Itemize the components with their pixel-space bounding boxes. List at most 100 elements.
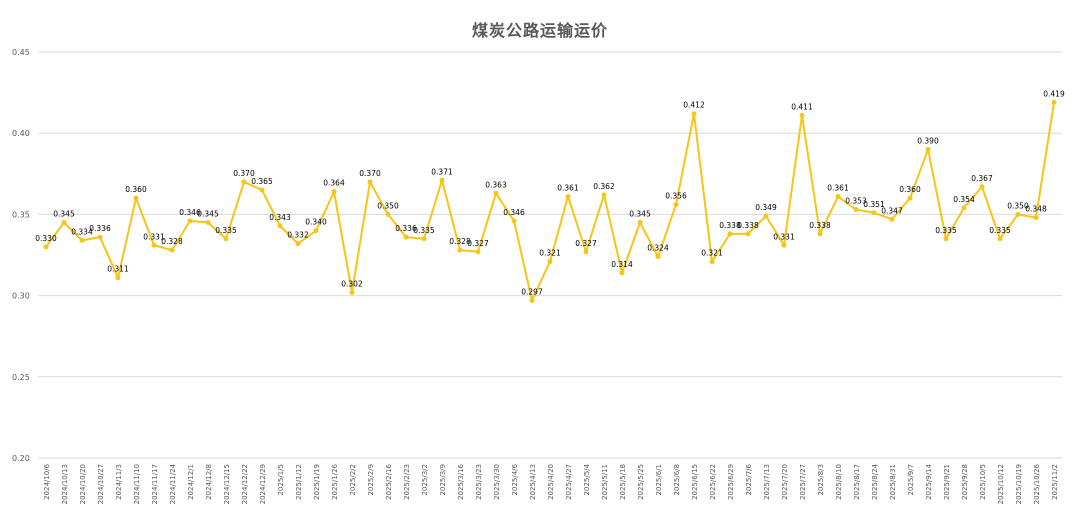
x-tick-label: 2024/12/1 [187, 464, 195, 500]
data-label: 0.365 [251, 177, 273, 186]
x-tick-label: 2025/5/11 [601, 464, 609, 500]
data-point [817, 231, 823, 237]
series-line-layer [45, 102, 1055, 302]
data-point [781, 242, 787, 248]
data-label: 0.324 [647, 244, 669, 253]
data-point [223, 236, 229, 242]
x-tick-label: 2025/10/5 [979, 464, 987, 500]
data-label: 0.327 [467, 239, 489, 248]
data-point [655, 254, 661, 260]
data-point [295, 241, 301, 247]
x-tick-label: 2024/12/29 [259, 464, 267, 504]
x-tick-label: 2025/8/10 [835, 464, 843, 500]
data-label: 0.346 [179, 208, 201, 217]
data-point [691, 111, 697, 117]
data-label: 0.328 [449, 237, 471, 246]
data-point [1051, 99, 1057, 105]
data-label: 0.411 [791, 102, 813, 111]
data-point [313, 228, 319, 234]
data-point [331, 189, 337, 195]
data-point [241, 179, 247, 185]
data-point [925, 146, 931, 152]
data-point [439, 177, 445, 183]
data-label: 0.302 [341, 279, 363, 288]
x-tick-label: 2025/9/7 [907, 464, 915, 495]
data-point [709, 258, 715, 264]
data-point [493, 190, 499, 196]
x-tick-label: 2025/1/19 [313, 464, 321, 500]
data-label: 0.361 [557, 184, 579, 193]
x-tick-label: 2025/7/6 [745, 463, 753, 495]
x-tick-label: 2025/8/17 [853, 464, 861, 500]
data-point [187, 218, 193, 224]
x-tick-label: 2024/10/20 [79, 464, 87, 504]
x-tick-label: 2025/3/16 [457, 463, 465, 499]
x-tick-label: 2025/5/25 [637, 464, 645, 500]
x-tick-label: 2025/5/18 [619, 464, 627, 500]
x-tick-label: 2025/4/6 [511, 463, 519, 495]
data-point [457, 247, 463, 253]
data-label: 0.350 [377, 201, 399, 210]
x-tick-label: 2025/9/28 [961, 464, 969, 500]
data-point [889, 216, 895, 222]
data-label: 0.332 [287, 231, 309, 240]
x-tick-label: 2025/10/26 [1033, 463, 1041, 504]
x-tick-label: 2025/6/1 [655, 464, 663, 495]
data-label: 0.361 [827, 184, 849, 193]
y-tick-label: 0.25 [12, 373, 30, 382]
data-label: 0.345 [53, 210, 75, 219]
data-label: 0.353 [845, 197, 867, 206]
data-label: 0.335 [989, 226, 1011, 235]
data-label: 0.330 [35, 234, 57, 243]
data-point [259, 187, 265, 193]
x-tick-label: 2025/9/14 [925, 463, 933, 499]
data-label: 0.354 [953, 195, 975, 204]
data-label: 0.351 [863, 200, 885, 209]
data-point [637, 220, 643, 226]
data-label: 0.338 [809, 221, 831, 230]
data-label: 0.327 [575, 239, 597, 248]
x-tick-label: 2025/2/2 [349, 464, 357, 495]
data-label: 0.348 [1025, 205, 1047, 214]
x-tick-label: 2025/1/26 [331, 463, 339, 499]
data-label: 0.335 [935, 226, 957, 235]
data-label: 0.338 [719, 221, 741, 230]
x-tick-label: 2025/2/16 [385, 463, 393, 499]
data-point [169, 247, 175, 253]
x-tick-label: 2024/12/15 [223, 464, 231, 504]
data-point [547, 258, 553, 264]
data-point [943, 236, 949, 242]
x-tick-label: 2025/6/15 [691, 464, 699, 500]
x-tick-label: 2025/6/29 [727, 464, 735, 500]
data-label: 0.346 [503, 208, 525, 217]
data-label: 0.360 [899, 185, 921, 194]
data-point [511, 218, 517, 224]
data-label: 0.367 [971, 174, 993, 183]
data-label: 0.336 [395, 224, 417, 233]
data-label: 0.370 [233, 169, 255, 178]
data-labels: 0.3300.3450.3340.3360.3110.3600.3310.328… [35, 89, 1065, 296]
x-tick-label: 2025/7/27 [799, 464, 807, 500]
x-tick-label: 2025/3/23 [475, 464, 483, 500]
data-point [1015, 211, 1021, 217]
data-point [205, 220, 211, 226]
data-label: 0.331 [143, 232, 165, 241]
x-tick-label: 2025/8/24 [871, 463, 879, 499]
data-point [619, 270, 625, 276]
data-label: 0.363 [485, 180, 507, 189]
data-point [565, 194, 571, 200]
data-label: 0.419 [1043, 89, 1065, 98]
x-tick-label: 2025/2/9 [367, 464, 375, 495]
x-tick-label: 2024/10/6 [43, 463, 51, 499]
data-label: 0.390 [917, 136, 939, 145]
y-axis-ticks: 0.20 0.25 0.30 0.35 0.40 0.45 [12, 48, 30, 463]
data-point [745, 231, 751, 237]
data-point [763, 213, 769, 219]
data-label: 0.364 [323, 179, 345, 188]
x-tick-label: 2025/4/20 [547, 464, 555, 500]
y-tick-label: 0.20 [12, 454, 30, 463]
data-label: 0.335 [215, 226, 237, 235]
data-points [43, 99, 1057, 303]
data-label: 0.350 [1007, 201, 1029, 210]
x-tick-label: 2025/1/12 [295, 464, 303, 500]
